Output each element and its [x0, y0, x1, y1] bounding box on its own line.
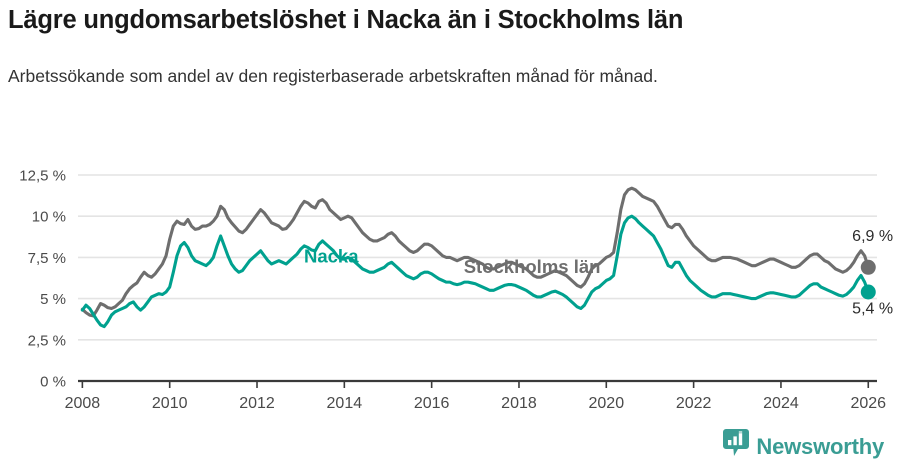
x-axis-tick-label: 2020: [589, 395, 625, 412]
gridlines: [78, 174, 877, 341]
series-end-value-label: 6,9 %: [852, 228, 893, 245]
y-axis-tick-label: 7,5 %: [28, 250, 66, 267]
x-axis-tick-label: 2016: [414, 395, 450, 412]
chart-annotations: Nacka Stockholms län 6,9 % 5,4 %: [304, 228, 893, 318]
x-axis-tick-label: 2026: [850, 395, 886, 412]
chart-subtitle: Arbetssökande som andel av den registerb…: [8, 66, 658, 86]
bar-chart-bubble-icon: [723, 429, 750, 464]
x-axis-tick-label: 2012: [239, 395, 275, 412]
series-line-stockholms-l-n: [80, 186, 870, 318]
series-lines: [80, 186, 870, 329]
x-axis-tick-labels: 2008 2010 2012 2014 2016 2018 2020 2022 2024 2026: [65, 395, 887, 412]
series-endpoint-nacka: [860, 284, 876, 300]
x-axis-tick-label: 2024: [763, 395, 799, 412]
y-axis-tick-label: 5 %: [40, 291, 66, 308]
y-axis-tick-label: 10 %: [32, 209, 66, 226]
x-axis-tick-label: 2022: [676, 395, 712, 412]
y-axis-tick-labels: 0 % 2,5 % 5 % 7,5 % 10 % 12,5 %: [19, 168, 66, 391]
y-axis-tick-label: 0 %: [40, 374, 66, 391]
y-axis-tick-label: 2,5 %: [28, 332, 66, 349]
x-axis: [78, 379, 877, 388]
newsworthy-logo[interactable]: Newsworthy: [723, 429, 884, 464]
x-axis-tick-label: 2008: [65, 395, 101, 412]
series-endpoint-stockholms-l-n: [860, 259, 876, 275]
page-title: Lägre ungdomsarbetslöshet i Nacka än i S…: [8, 6, 684, 34]
series-line-nacka: [80, 214, 870, 329]
series-inline-label: Stockholms län: [464, 256, 601, 277]
series-end-value-label: 5,4 %: [852, 300, 893, 317]
series-inline-label: Nacka: [304, 245, 359, 266]
logo-wordmark: Newsworthy: [756, 433, 884, 459]
series-endpoints: [860, 259, 876, 300]
x-axis-tick-label: 2010: [152, 395, 188, 412]
x-axis-tick-label: 2014: [327, 395, 363, 412]
y-axis-tick-label: 12,5 %: [19, 168, 66, 185]
x-axis-tick-label: 2018: [501, 395, 537, 412]
